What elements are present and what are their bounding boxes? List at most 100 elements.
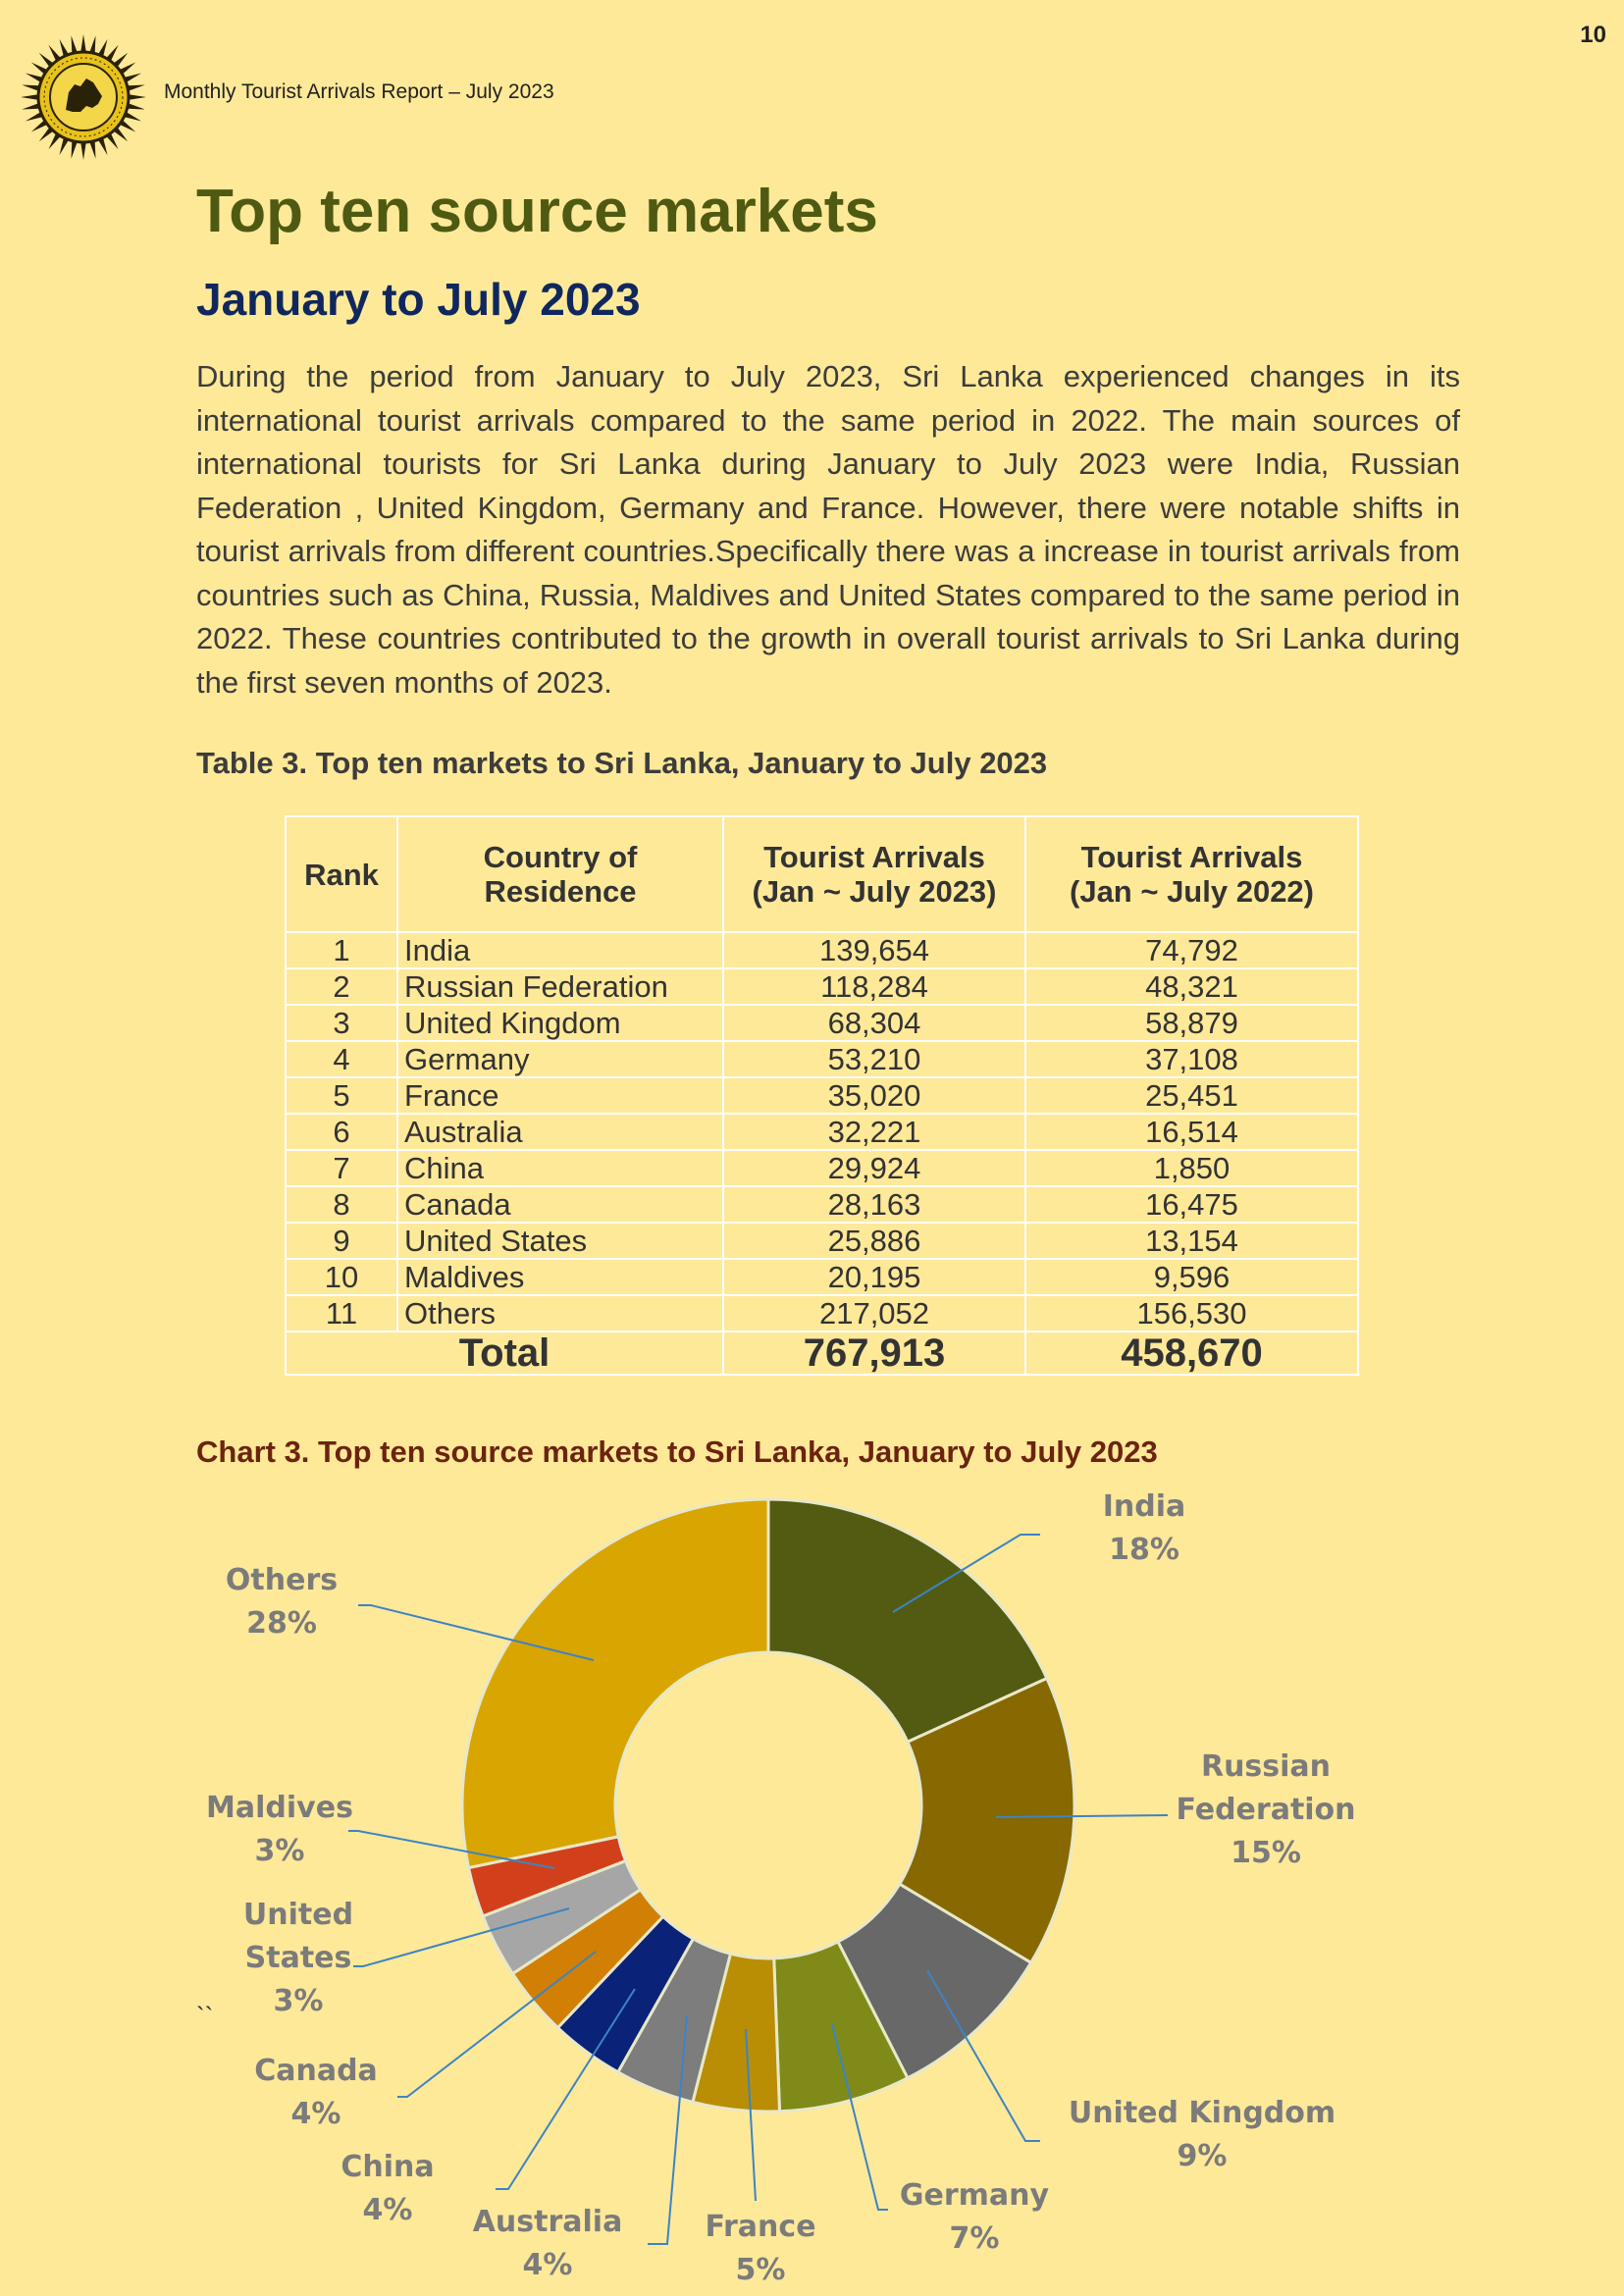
table-row: 9 United States 25,886 13,154 (285, 1222, 1359, 1260)
slice-name: States (245, 1941, 352, 1975)
slice-percent: 18% (1109, 1533, 1179, 1567)
cell-arrivals-2022: 1,850 (1024, 1149, 1359, 1187)
cell-rank: 7 (285, 1149, 398, 1187)
tourism-authority-seal-logo (21, 34, 146, 160)
header-rank: Rank (285, 815, 398, 933)
cell-rank: 4 (285, 1040, 398, 1078)
slice-label: United States 3% (243, 1898, 353, 2018)
table-total-row: Total 767,913 458,670 (285, 1331, 1359, 1376)
slice-name: United Kingdom (1069, 2096, 1336, 2130)
table-row: 5 France 35,020 25,451 (285, 1076, 1359, 1115)
leader-line (397, 1951, 597, 2098)
cell-arrivals-2023: 68,304 (722, 1004, 1026, 1042)
cell-country: France (396, 1076, 724, 1115)
slice-label: Russian Federation 15% (1176, 1749, 1355, 1870)
page-subtitle: January to July 2023 (196, 274, 641, 325)
cell-country: China (396, 1149, 724, 1187)
top-markets-table: Rank Country of Residence Tourist Arriva… (285, 815, 1359, 1376)
slice-percent: 5% (736, 2253, 786, 2287)
header-arrivals-2023: Tourist Arrivals (Jan ~ July 2023) (722, 815, 1026, 933)
cell-arrivals-2022: 9,596 (1024, 1258, 1359, 1296)
cell-rank: 8 (285, 1185, 398, 1224)
cell-arrivals-2022: 48,321 (1024, 967, 1359, 1006)
cell-country: Australia (396, 1113, 724, 1151)
table-row: 1 India 139,654 74,792 (285, 931, 1359, 969)
table-row: 2 Russian Federation 118,284 48,321 (285, 967, 1359, 1006)
cell-country: Germany (396, 1040, 724, 1078)
table-caption: Table 3. Top ten markets to Sri Lanka, J… (196, 746, 1048, 780)
cell-arrivals-2022: 156,530 (1024, 1294, 1359, 1332)
cell-arrivals-2022: 16,475 (1024, 1185, 1359, 1224)
cell-country: Russian Federation (396, 967, 724, 1006)
slice-label: India 18% (1103, 1489, 1186, 1567)
cell-rank: 3 (285, 1004, 398, 1042)
slice-name: Australia (473, 2205, 623, 2239)
donut-slice-russian-federation (897, 1676, 1076, 1965)
cell-arrivals-2022: 16,514 (1024, 1113, 1359, 1151)
cell-rank: 11 (285, 1294, 398, 1332)
slice-label: Others 28% (226, 1563, 338, 1641)
cell-rank: 1 (285, 931, 398, 969)
slice-name: Canada (254, 2054, 378, 2088)
table-row: 8 Canada 28,163 16,475 (285, 1185, 1359, 1224)
header-arrivals-2022: Tourist Arrivals (Jan ~ July 2022) (1024, 815, 1359, 933)
slice-name: France (705, 2210, 815, 2244)
cell-arrivals-2023: 25,886 (722, 1222, 1026, 1260)
slice-percent: 3% (274, 1984, 324, 2018)
cell-arrivals-2023: 28,163 (722, 1185, 1026, 1224)
cell-rank: 10 (285, 1258, 398, 1296)
donut-slice-others (460, 1497, 770, 1870)
slice-percent: 7% (950, 2221, 1000, 2256)
cell-country: United States (396, 1222, 724, 1260)
leader-line (648, 2014, 688, 2245)
total-2022: 458,670 (1024, 1331, 1359, 1376)
leader-line (995, 1814, 1169, 1818)
cell-arrivals-2022: 13,154 (1024, 1222, 1359, 1260)
page-title: Top ten source markets (196, 178, 878, 245)
page-number: 10 (1580, 22, 1606, 48)
slice-name: Russian (1201, 1749, 1331, 1784)
cell-arrivals-2023: 139,654 (722, 931, 1026, 969)
cell-arrivals-2022: 25,451 (1024, 1076, 1359, 1115)
cell-arrivals-2023: 29,924 (722, 1149, 1026, 1187)
table-row: 6 Australia 32,221 16,514 (285, 1113, 1359, 1151)
total-label: Total (285, 1331, 724, 1376)
leader-line (831, 2023, 888, 2211)
cell-arrivals-2023: 35,020 (722, 1076, 1026, 1115)
report-header: Monthly Tourist Arrivals Report – July 2… (164, 80, 554, 103)
cell-arrivals-2023: 53,210 (722, 1040, 1026, 1078)
slice-percent: 4% (363, 2193, 413, 2227)
cell-country: Canada (396, 1185, 724, 1224)
intro-paragraph: During the period from January to July 2… (196, 359, 1460, 700)
cell-rank: 6 (285, 1113, 398, 1151)
slice-percent: 15% (1231, 1836, 1301, 1870)
stray-mark: `` (196, 2002, 214, 2031)
slice-percent: 3% (255, 1834, 305, 1868)
cell-arrivals-2023: 217,052 (722, 1294, 1026, 1332)
slice-percent: 9% (1178, 2139, 1228, 2173)
slice-name: India (1103, 1489, 1186, 1524)
table-row: 10 Maldives 20,195 9,596 (285, 1258, 1359, 1296)
slice-percent: 4% (291, 2097, 341, 2131)
total-2023: 767,913 (722, 1331, 1026, 1376)
leader-line (358, 1604, 595, 1661)
header-country: Country of Residence (396, 815, 724, 933)
leader-line (348, 1830, 555, 1869)
slice-percent: 28% (246, 1606, 317, 1641)
slice-name: Others (226, 1563, 338, 1597)
cell-arrivals-2023: 118,284 (722, 967, 1026, 1006)
slice-name: China (341, 2150, 434, 2184)
slice-label: France 5% (705, 2210, 815, 2287)
cell-country: Others (396, 1294, 724, 1332)
cell-arrivals-2023: 32,221 (722, 1113, 1026, 1151)
slice-name: Federation (1176, 1793, 1355, 1827)
cell-rank: 2 (285, 967, 398, 1006)
slice-name: United (243, 1898, 353, 1932)
cell-rank: 5 (285, 1076, 398, 1115)
cell-country: United Kingdom (396, 1004, 724, 1042)
chart-caption: Chart 3. Top ten source markets to Sri L… (196, 1435, 1158, 1469)
table-row: 3 United Kingdom 68,304 58,879 (285, 1004, 1359, 1042)
donut-slice-india (766, 1497, 1049, 1745)
cell-rank: 9 (285, 1222, 398, 1260)
